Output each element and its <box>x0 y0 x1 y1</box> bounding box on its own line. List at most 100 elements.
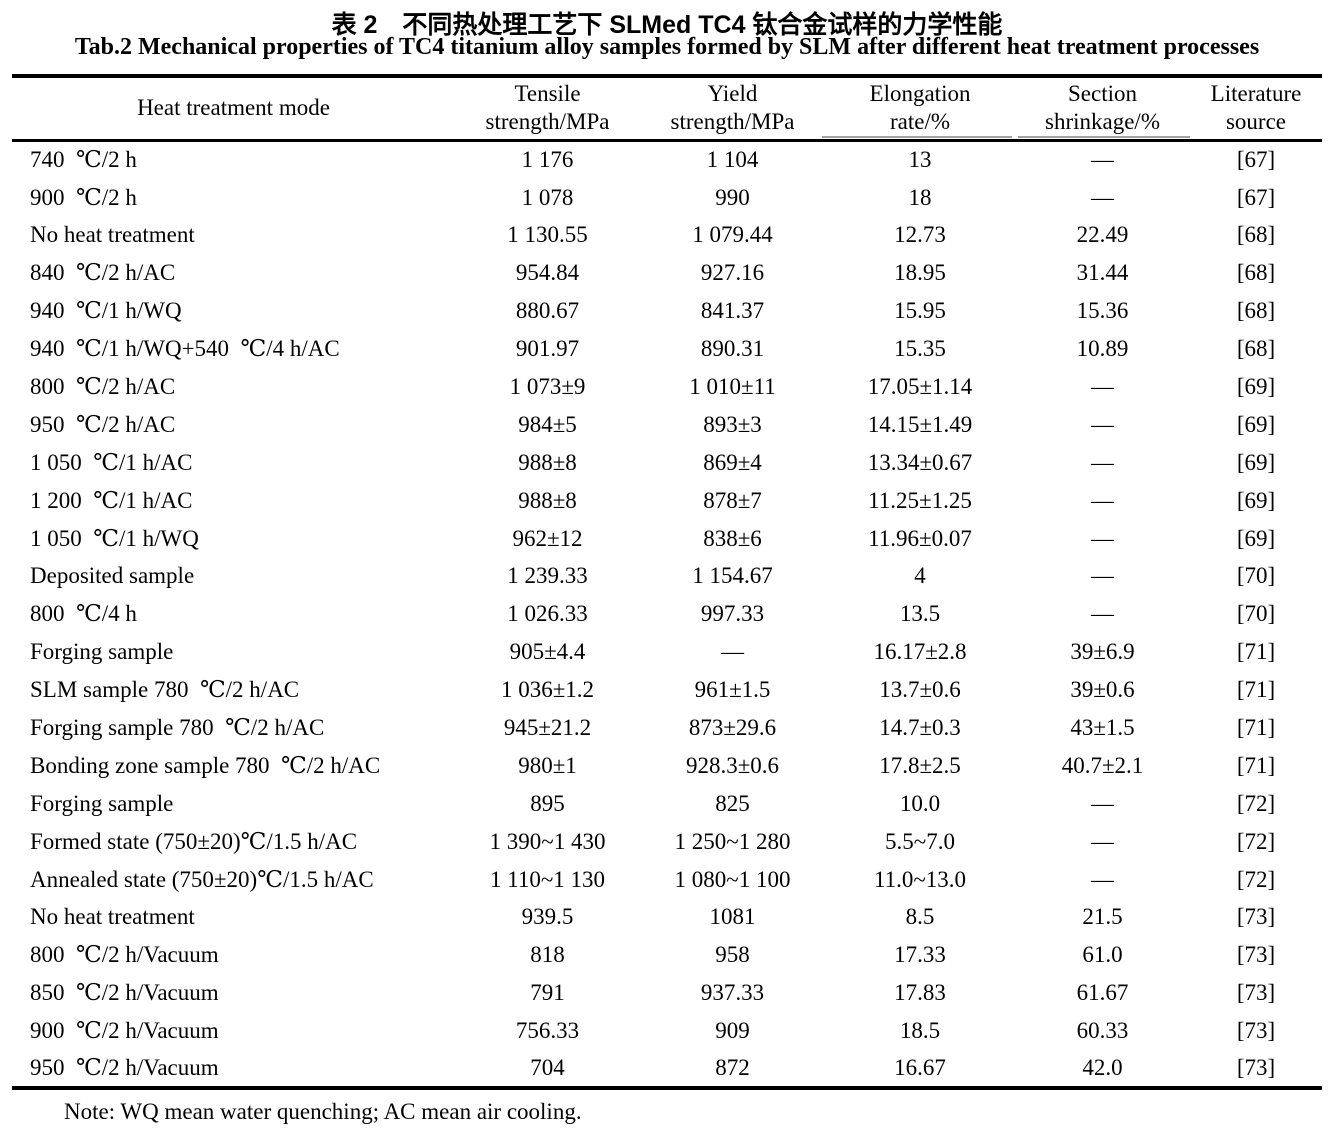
cell-yield: — <box>721 639 744 665</box>
cell-source: [73] <box>1236 1055 1276 1080</box>
cell-source: [69] <box>1236 373 1276 399</box>
cell-yield: 1 080~1 100 <box>674 866 791 892</box>
cell-tensile: 704 <box>530 1055 565 1080</box>
table-row: No heat treatment 939.5 1081 8.5 21.5 [73] <box>12 899 1322 937</box>
cell-shrinkage: 22.49 <box>1076 222 1129 248</box>
cell-source: [73] <box>1236 980 1276 1006</box>
cell-mode: Forging sample <box>30 790 174 816</box>
cell-source: [73] <box>1236 904 1276 930</box>
cell-source: [71] <box>1236 752 1276 778</box>
cell-source: [71] <box>1236 639 1276 665</box>
cell-source: [68] <box>1236 222 1276 248</box>
cell-shrinkage: — <box>1091 487 1114 513</box>
cell-tensile: 1 239.33 <box>507 563 588 589</box>
cell-mode: 840 ℃/2 h/AC <box>30 260 176 286</box>
column-header-literature-source: Literature source <box>1190 76 1322 143</box>
cell-yield: 961±1.5 <box>694 677 771 703</box>
cell-yield: 1 154.67 <box>692 563 773 589</box>
cell-elongation: 8.5 <box>905 904 935 930</box>
cell-source: [68] <box>1236 336 1276 362</box>
cell-shrinkage: 43±1.5 <box>1070 714 1135 740</box>
cell-tensile: 1 110~1 130 <box>489 866 606 892</box>
cell-mode: Forging sample 780 ℃/2 h/AC <box>30 714 325 740</box>
cell-tensile: 1 073±9 <box>509 373 586 399</box>
cell-mode: 1 050 ℃/1 h/AC <box>30 449 193 475</box>
cell-mode: Annealed state (750±20)℃/1.5 h/AC <box>30 866 374 892</box>
table-footnote: Note: WQ mean water quenching; AC mean a… <box>64 1099 582 1124</box>
cell-shrinkage: 10.89 <box>1076 336 1129 362</box>
cell-shrinkage: — <box>1091 866 1114 892</box>
cell-tensile: 988±8 <box>518 449 577 475</box>
table-row: 740 ℃/2 h 1 176 1 104 13 — [67] <box>12 141 1322 179</box>
cell-mode: 1 200 ℃/1 h/AC <box>30 487 193 513</box>
cell-yield: 928.3±0.6 <box>685 752 780 778</box>
cell-tensile: 1 390~1 430 <box>489 828 606 854</box>
cell-tensile: 980±1 <box>518 752 577 778</box>
cell-elongation: 18 <box>908 184 932 210</box>
cell-yield: 869±4 <box>703 449 762 475</box>
cell-yield: 990 <box>715 184 750 210</box>
column-header-tensile-strength: Tensile strength/MPa <box>455 76 640 143</box>
cell-source: [70] <box>1236 601 1276 627</box>
cell-shrinkage: — <box>1091 449 1114 475</box>
cell-yield: 937.33 <box>700 980 765 1006</box>
table-header: Heat treatment mode Tensile strength/MPa… <box>12 76 1322 143</box>
cell-yield: 893±3 <box>703 411 762 437</box>
cell-yield: 1 250~1 280 <box>674 828 791 854</box>
cell-elongation: 5.5~7.0 <box>885 828 955 854</box>
table-row: Forging sample 895 825 10.0 — [72] <box>12 785 1322 823</box>
cell-shrinkage: — <box>1091 147 1114 173</box>
cell-elongation: 17.05±1.14 <box>867 373 973 399</box>
table-row: Annealed state (750±20)℃/1.5 h/AC 1 110~1… <box>12 861 1322 899</box>
cell-mode: Forging sample <box>30 639 174 665</box>
cell-shrinkage: — <box>1091 525 1114 551</box>
cell-mode: Formed state (750±20)℃/1.5 h/AC <box>30 828 358 854</box>
cell-source: [67] <box>1236 147 1276 173</box>
column-header-section-shrinkage: Section shrinkage/% <box>1015 76 1190 143</box>
cell-elongation: 14.7±0.3 <box>879 714 961 740</box>
cell-tensile: 1 078 <box>521 184 574 210</box>
cell-shrinkage: 61.67 <box>1076 980 1129 1006</box>
cell-tensile: 945±21.2 <box>503 714 592 740</box>
table-row: 850 ℃/2 h/Vacuum 791 937.33 17.83 61.67 [73] <box>12 974 1322 1012</box>
cell-source: [71] <box>1236 677 1276 703</box>
cell-tensile: 954.84 <box>515 260 580 286</box>
table-row: 900 ℃/2 h 1 078 990 18 — [67] <box>12 179 1322 217</box>
cell-elongation: 15.95 <box>894 298 946 324</box>
cell-shrinkage: 42.0 <box>1082 1055 1123 1080</box>
cell-shrinkage: 40.7±2.1 <box>1061 752 1144 778</box>
cell-yield: 909 <box>715 1018 750 1044</box>
cell-elongation: 4 <box>914 563 926 589</box>
cell-tensile: 895 <box>530 790 565 816</box>
cell-shrinkage: — <box>1091 790 1114 816</box>
cell-yield: 1081 <box>709 904 756 930</box>
cell-tensile: 988±8 <box>518 487 577 513</box>
cell-yield: 997.33 <box>700 601 765 627</box>
table-row: 940 ℃/1 h/WQ+540 ℃/4 h/AC 901.97 890.31 15.… <box>12 330 1322 368</box>
cell-shrinkage: — <box>1091 184 1114 210</box>
cell-source: [72] <box>1236 790 1276 816</box>
table-title-english: Tab.2 Mechanical properties of TC4 titan… <box>74 34 1260 60</box>
table-row: No heat treatment 1 130.55 1 079.44 12.73 22… <box>12 216 1322 254</box>
scan-artifact-rule-elongation <box>822 136 1012 138</box>
scan-artifact-rule-shrinkage <box>1018 136 1190 138</box>
table-row: Deposited sample 1 239.33 1 154.67 4 — [70] <box>12 557 1322 595</box>
cell-yield: 958 <box>715 942 750 968</box>
cell-source: [70] <box>1236 563 1276 589</box>
cell-tensile: 756.33 <box>515 1018 580 1044</box>
cell-elongation: 13.7±0.6 <box>879 677 961 703</box>
table-row: Bonding zone sample 780 ℃/2 h/AC 980±1 928… <box>12 747 1322 785</box>
cell-elongation: 11.25±1.25 <box>868 487 972 513</box>
cell-elongation: 12.73 <box>894 222 946 248</box>
cell-elongation: 16.67 <box>894 1055 946 1080</box>
cell-mode: 800 ℃/2 h/AC <box>30 373 176 399</box>
table-body: 740 ℃/2 h 1 176 1 104 13 — [67] 900 ℃/2 h 1 078… <box>12 141 1322 1088</box>
column-header-elongation-rate: Elongation rate/% <box>825 76 1015 143</box>
cell-source: [73] <box>1236 942 1276 968</box>
table-row: 950 ℃/2 h/Vacuum 704 872 16.67 42.0 [73] <box>12 1050 1322 1088</box>
cell-shrinkage: 21.5 <box>1082 904 1123 930</box>
cell-tensile: 984±5 <box>518 411 577 437</box>
header-row: Heat treatment mode Tensile strength/MPa… <box>12 76 1322 143</box>
cell-source: [71] <box>1236 714 1276 740</box>
